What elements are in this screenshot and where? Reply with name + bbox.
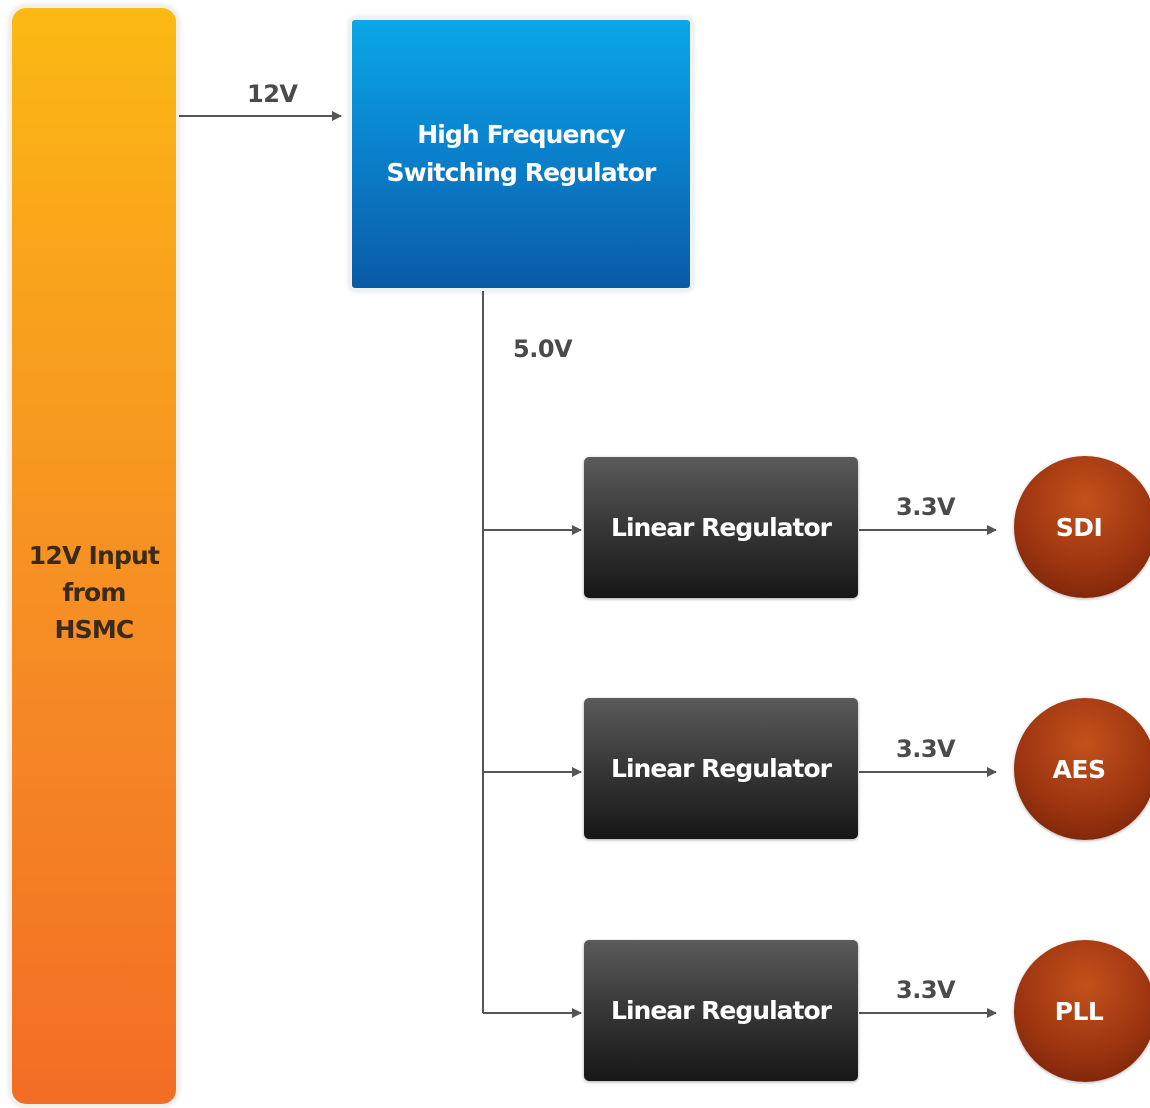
switching-regulator-label-line-2: Switching Regulator (386, 158, 657, 187)
load-sdi: SDI (1014, 456, 1150, 598)
bus-voltage-label: 5.0V (513, 335, 573, 363)
switching-regulator-label-line-1: High Frequency (417, 120, 626, 149)
load-aes: AES (1014, 698, 1150, 840)
hsmc-input-label: 12V Input from HSMC (28, 537, 160, 648)
load-sdi-label: SDI (1055, 512, 1103, 542)
linear-regulator-3-label: Linear Regulator (611, 996, 832, 1025)
hsmc-input-label-line-2: from (62, 577, 126, 607)
output-voltage-label-2: 3.3V (896, 735, 956, 763)
hsmc-input-block: 12V Input from HSMC (12, 8, 176, 1104)
load-aes-label: AES (1052, 754, 1106, 784)
hsmc-input-label-line-3: HSMC (54, 614, 135, 644)
linear-regulator-3: Linear Regulator (584, 940, 858, 1081)
linear-regulator-1: Linear Regulator (584, 457, 858, 598)
linear-regulator-2-label: Linear Regulator (611, 754, 832, 783)
linear-regulator-1-label: Linear Regulator (611, 513, 832, 542)
load-pll-label: PLL (1054, 996, 1104, 1026)
switching-regulator-label: High Frequency Switching Regulator (386, 116, 657, 192)
linear-regulator-2: Linear Regulator (584, 698, 858, 839)
input-voltage-label: 12V (247, 80, 298, 108)
load-pll: PLL (1014, 940, 1150, 1082)
output-voltage-label-1: 3.3V (896, 493, 956, 521)
hsmc-input-label-line-1: 12V Input (28, 540, 160, 570)
switching-regulator-block: High Frequency Switching Regulator (352, 20, 690, 288)
output-voltage-label-3: 3.3V (896, 976, 956, 1004)
